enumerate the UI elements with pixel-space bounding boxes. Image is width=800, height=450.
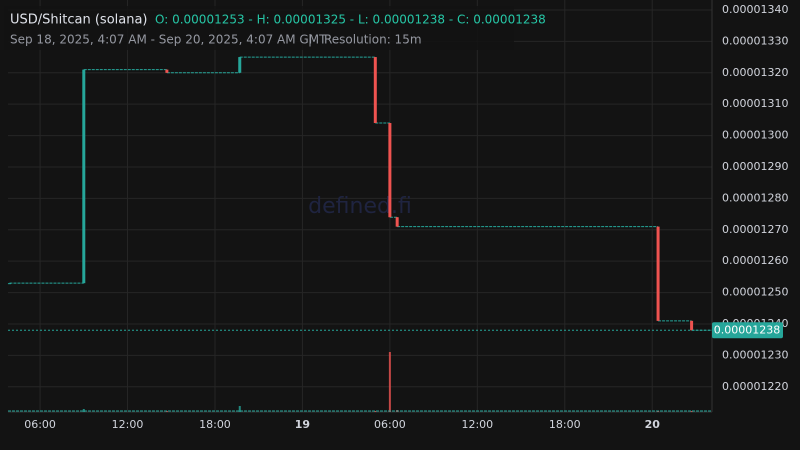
candle-body — [656, 226, 660, 321]
watermark: defined.fi — [308, 194, 412, 219]
ohlc-legend: O: 0.00001253 - H: 0.00001325 - L: 0.000… — [155, 13, 546, 27]
candle-body — [373, 57, 377, 124]
y-tick-label: 0.00001280 — [722, 191, 788, 204]
axes: 0.000012200.000012300.000012400.00001250… — [24, 3, 788, 431]
volume-bar — [374, 411, 377, 412]
x-tick-label: 18:00 — [199, 418, 231, 431]
candle-body — [7, 283, 11, 285]
candle-body — [690, 320, 694, 331]
last-price-badge — [712, 322, 783, 339]
volume-bar — [238, 406, 241, 412]
y-tick-label: 0.00001250 — [722, 286, 788, 299]
candle-body — [395, 217, 399, 227]
y-tick-label: 0.00001340 — [722, 3, 788, 16]
y-tick-label: 0.00001230 — [722, 348, 788, 361]
x-tick-label: 12:00 — [461, 418, 493, 431]
x-tick-label: 06:00 — [24, 418, 56, 431]
candle-body — [82, 69, 86, 284]
y-tick-label: 0.00001310 — [722, 97, 788, 110]
header-bg — [4, 6, 514, 50]
x-tick-label: 19 — [295, 418, 310, 431]
plot — [7, 56, 712, 412]
y-tick-label: 0.00001290 — [722, 160, 788, 173]
last-price-label: 0.00001238 — [714, 323, 780, 336]
volume-bar — [388, 352, 391, 412]
subtitle: Sep 18, 2025, 4:07 AM - Sep 20, 2025, 4:… — [10, 33, 327, 47]
y-tick-label: 0.00001330 — [722, 34, 788, 47]
candle-body — [165, 69, 169, 73]
candle-body — [388, 123, 392, 218]
y-tick-label: 0.00001300 — [722, 129, 788, 142]
separator: | — [308, 33, 312, 47]
volume-bar — [82, 409, 85, 412]
x-tick-label: 18:00 — [549, 418, 581, 431]
x-tick-label: 06:00 — [374, 418, 406, 431]
y-tick-label: 0.00001220 — [722, 380, 788, 393]
candle-body — [238, 57, 242, 73]
y-tick-label: 0.00001260 — [722, 254, 788, 267]
y-tick-label: 0.00001270 — [722, 223, 788, 236]
resolution: Resolution: 15m — [324, 33, 422, 47]
x-tick-label: 12:00 — [112, 418, 144, 431]
chart-title: USD/Shitcan (solana) — [10, 13, 148, 28]
x-tick-label: 20 — [645, 418, 661, 431]
y-tick-label: 0.00001320 — [722, 66, 788, 79]
volume-bar — [690, 411, 693, 412]
